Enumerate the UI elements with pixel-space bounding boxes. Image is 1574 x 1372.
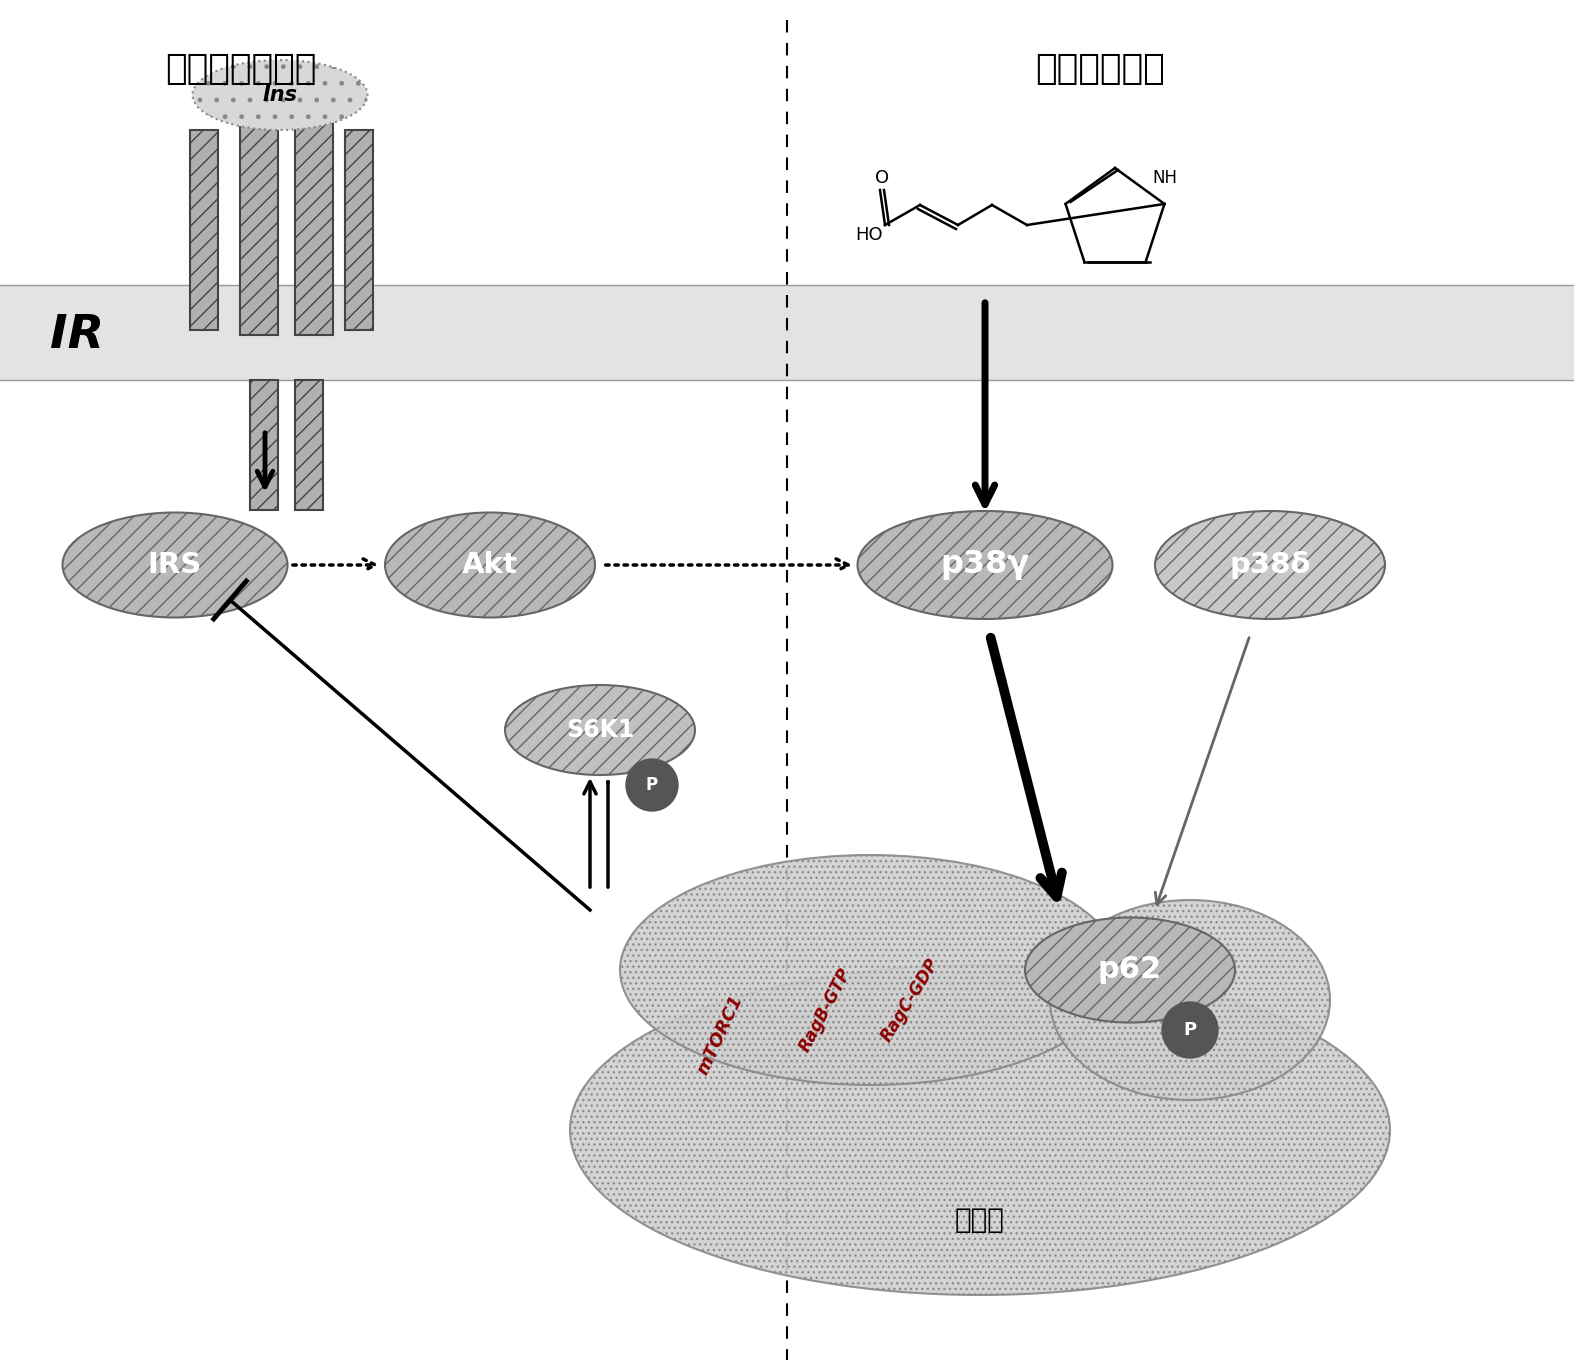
Text: HO: HO <box>855 226 883 244</box>
Text: 胰岛素信号传导: 胰岛素信号传导 <box>165 52 316 86</box>
Text: P: P <box>1184 1021 1196 1039</box>
Text: IRS: IRS <box>148 552 201 579</box>
Ellipse shape <box>620 855 1121 1085</box>
Text: 溶酶体: 溶酶体 <box>955 1206 1004 1233</box>
Ellipse shape <box>63 513 288 617</box>
Ellipse shape <box>858 510 1113 619</box>
Bar <box>239 106 279 335</box>
Bar <box>250 380 279 510</box>
Text: p38γ: p38γ <box>940 550 1029 580</box>
Text: IR: IR <box>50 313 104 358</box>
Bar <box>0 285 1574 380</box>
Ellipse shape <box>192 60 367 130</box>
Text: NH: NH <box>1152 169 1177 187</box>
Ellipse shape <box>1155 510 1385 619</box>
Text: mTORC1: mTORC1 <box>694 992 746 1078</box>
Circle shape <box>1162 1002 1218 1058</box>
Text: Akt: Akt <box>463 552 518 579</box>
Bar <box>294 106 334 335</box>
Text: p62: p62 <box>1099 955 1162 985</box>
Text: 咪唑丙酸传感: 咪唑丙酸传感 <box>1036 52 1165 86</box>
Text: Ins: Ins <box>263 85 297 106</box>
Circle shape <box>626 759 678 811</box>
Text: O: O <box>875 169 889 187</box>
Ellipse shape <box>505 685 696 775</box>
Text: S6K1: S6K1 <box>565 718 634 742</box>
Ellipse shape <box>570 965 1390 1295</box>
Text: p38δ: p38δ <box>1229 552 1311 579</box>
Text: RagB-GTP: RagB-GTP <box>795 965 855 1055</box>
Ellipse shape <box>386 513 595 617</box>
Text: P: P <box>645 777 658 794</box>
Bar <box>190 130 219 331</box>
Bar <box>294 380 323 510</box>
Ellipse shape <box>1025 918 1236 1022</box>
Bar <box>345 130 373 331</box>
Text: RagC-GDP: RagC-GDP <box>877 955 943 1045</box>
Ellipse shape <box>1050 900 1330 1100</box>
